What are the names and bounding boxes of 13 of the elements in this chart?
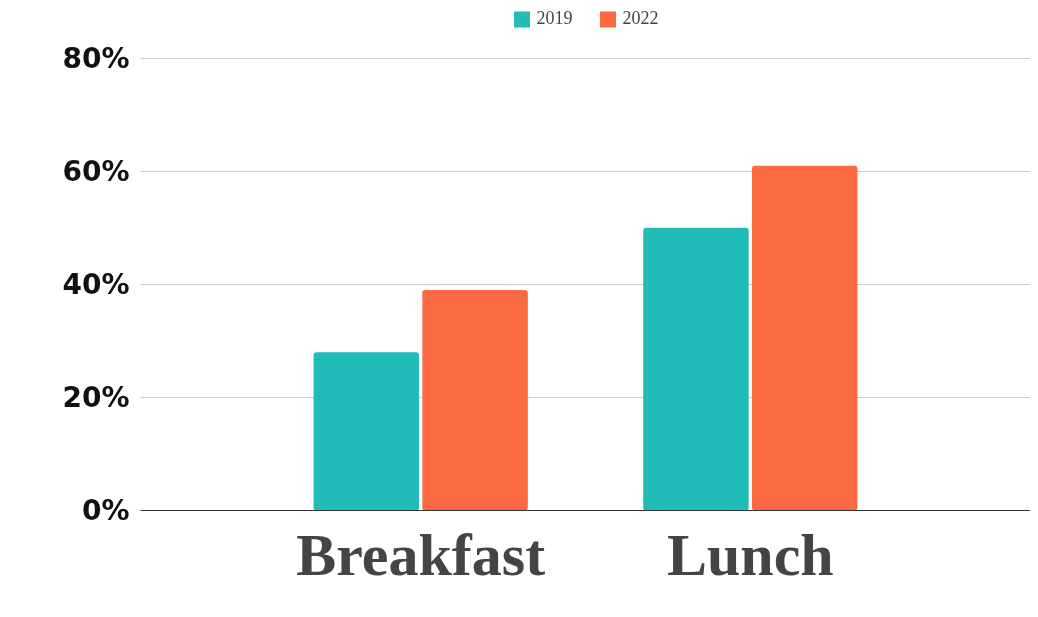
x-tick-label: Lunch [666,521,834,588]
y-tick-label: 0% [81,494,130,527]
legend-label: 2019 [536,8,573,29]
bar [643,227,749,511]
legend-label: 2022 [622,8,659,29]
x-tick-label: Breakfast [296,521,546,588]
bar [751,165,858,511]
y-tick-label: 80% [62,41,130,75]
y-tick-label: 60% [62,154,130,188]
y-tick-label: 20% [62,380,130,414]
bar [313,352,420,511]
y-tick-label: 40% [62,267,130,301]
bar [422,290,528,511]
